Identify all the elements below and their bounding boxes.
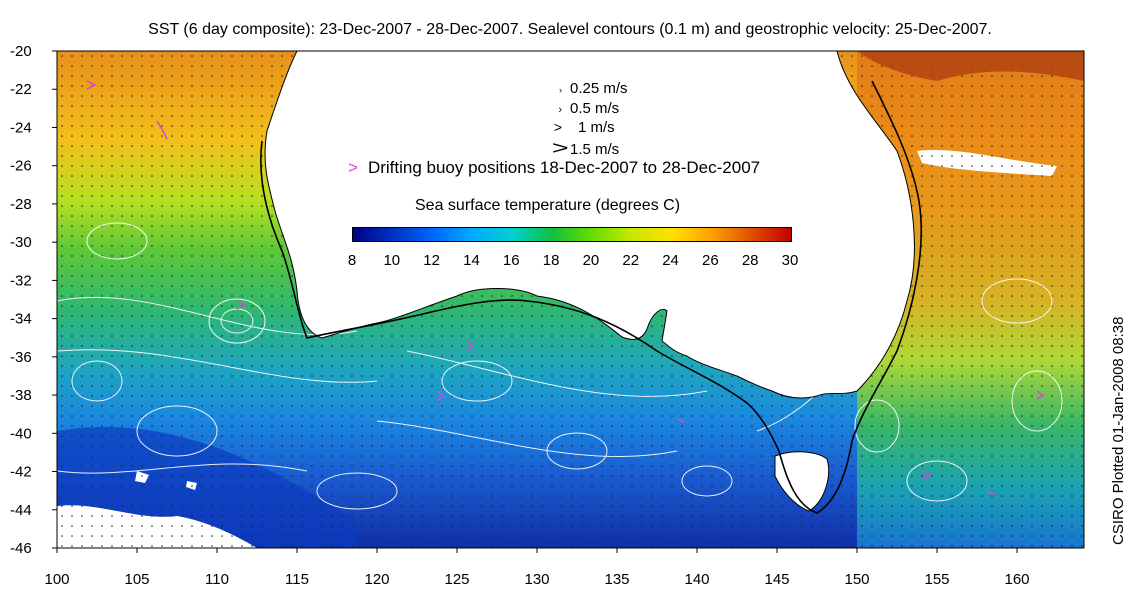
x-tick-label: 110 — [205, 571, 229, 588]
x-tick-label: 135 — [604, 571, 629, 588]
velocity-label: 1 m/s — [578, 119, 615, 136]
continental-shelf-line — [260, 80, 922, 514]
velocity-label: 1.5 m/s — [570, 141, 620, 158]
y-tick-label: -46 — [10, 540, 32, 557]
colorbar-tick-label: 16 — [502, 252, 520, 269]
colorbar-tick-label: 14 — [463, 252, 480, 269]
y-tick-label: -30 — [10, 234, 32, 251]
x-axis: 100 105 110 115 120 125 130 135 140 145 150 155 160 — [44, 548, 1030, 588]
colorbar-tick-label: 28 — [741, 252, 759, 269]
sst-map-canvas — [57, 51, 1084, 548]
velocity-legend-15: >1.5 m/s — [540, 138, 619, 159]
velocity-arrow-icon: › — [559, 85, 562, 95]
y-tick-label: -22 — [10, 81, 32, 98]
y-tick-label: -36 — [10, 349, 32, 366]
velocity-legend-025: › 0.25 m/s — [540, 80, 628, 97]
colorbar-tick-label: 8 — [347, 252, 357, 269]
northeast-warm-coast — [857, 51, 1084, 81]
velocity-arrow-icon: > — [553, 119, 562, 135]
velocity-arrow-icon: › — [558, 104, 562, 116]
colorbar-tick-label: 30 — [781, 252, 799, 269]
y-tick-label: -32 — [10, 272, 32, 289]
x-tick-label: 160 — [1004, 571, 1029, 588]
x-tick-label: 100 — [44, 571, 69, 588]
x-tick-label: 145 — [764, 571, 789, 588]
x-tick-label: 125 — [444, 571, 469, 588]
y-tick-label: -38 — [10, 387, 32, 404]
colorbar-tick-label: 26 — [702, 252, 719, 269]
credit-text: CSIRO Plotted 01-Jan-2008 08:38 — [1110, 316, 1127, 545]
y-tick-label: -40 — [10, 425, 32, 442]
colorbar-tick-label: 12 — [423, 252, 440, 269]
velocity-legend-1: >1 m/s — [540, 119, 615, 136]
sst-map — [57, 51, 1084, 548]
colorbar-title: Sea surface temperature (degrees C) — [415, 197, 681, 214]
x-tick-label: 155 — [924, 571, 949, 588]
velocity-arrow-icon: > — [551, 138, 569, 158]
y-axis: -20 -22 -24 -26 -28 -30 -32 -34 -36 -38 -40 -42 -44 -… — [10, 43, 57, 557]
y-tick-label: -24 — [10, 119, 32, 136]
y-tick-label: -34 — [10, 311, 32, 328]
sealevel-contours — [57, 222, 1063, 510]
map-border — [56, 50, 1085, 549]
colorbar-tick-label: 10 — [383, 252, 401, 269]
colorbar-tick-label: 18 — [542, 252, 560, 269]
y-tick-label: -28 — [10, 196, 32, 213]
colorbar-ticks: 8 10 12 14 16 18 20 22 24 26 28 30 — [348, 252, 799, 272]
sst-colorbar — [352, 227, 792, 242]
y-tick-label: -44 — [10, 502, 32, 519]
colorbar-tick-label: 22 — [622, 252, 640, 269]
x-tick-label: 150 — [844, 571, 869, 588]
y-tick-label: -26 — [10, 158, 32, 175]
y-tick-label: -20 — [10, 43, 32, 60]
colorbar-tick-label: 20 — [582, 252, 600, 269]
velocity-legend-05: › 0.5 m/s — [540, 100, 619, 117]
x-tick-label: 105 — [124, 571, 149, 588]
x-tick-label: 120 — [364, 571, 389, 588]
colorbar-tick-label: 24 — [662, 252, 679, 269]
buoy-marker-icon: > — [348, 158, 358, 177]
buoy-label: Drifting buoy positions 18-Dec-2007 to 2… — [367, 158, 761, 177]
map-title: SST (6 day composite): 23-Dec-2007 - 28-… — [148, 21, 992, 38]
buoy-legend: > Drifting buoy positions 18-Dec-2007 to … — [348, 158, 760, 178]
australia-landmass — [264, 51, 915, 399]
x-tick-label: 130 — [524, 571, 549, 588]
velocity-label: 0.25 m/s — [570, 80, 628, 97]
x-tick-label: 115 — [285, 571, 309, 588]
drifting-buoy-tracks — [86, 80, 1045, 496]
tasmania-landmass — [774, 451, 830, 512]
x-tick-label: 140 — [684, 571, 709, 588]
y-tick-label: -42 — [10, 464, 32, 481]
velocity-label: 0.5 m/s — [570, 100, 620, 117]
